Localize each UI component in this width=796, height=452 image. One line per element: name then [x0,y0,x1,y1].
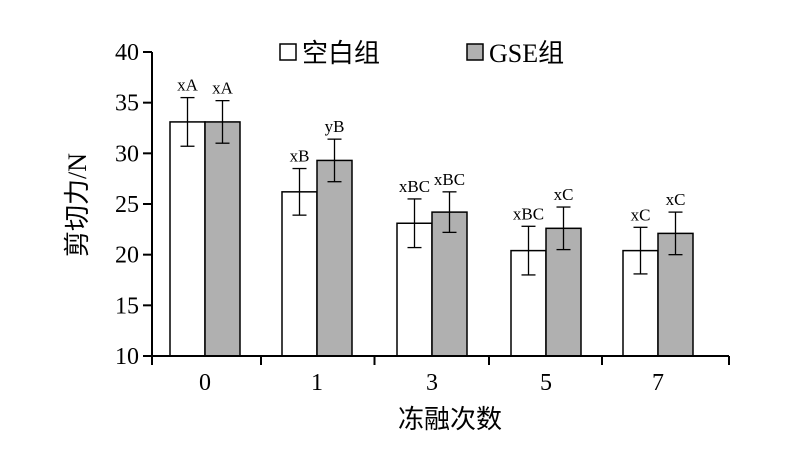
data-label: xB [290,147,310,166]
legend: 空白组 GSE组 [279,39,564,68]
bar-gse [545,227,582,357]
data-label: xC [554,185,574,204]
x-tick-label: 7 [652,370,664,396]
y-axis-title: 剪切力/N [63,153,92,257]
legend-label: 空白组 [302,39,380,68]
x-axis-title: 冻融次数 [398,405,502,434]
error-bars-layer [180,96,683,276]
y-tick-label: 35 [115,91,139,117]
bar-blank [281,191,318,357]
x-tick-label: 5 [540,370,552,396]
bars-layer [169,121,694,357]
bar-gse [431,211,468,357]
y-tick-label: 10 [115,344,139,370]
data-label: xA [177,76,199,95]
legend-label: GSE组 [489,39,564,68]
bar-gse [316,159,353,357]
x-tick-label: 3 [426,370,438,396]
bar-gse [204,121,241,357]
y-tick-label: 20 [115,243,139,269]
data-label: xBC [399,177,430,196]
x-tick-label: 0 [199,370,211,396]
legend-swatch [466,43,484,61]
data-label: xC [631,205,651,224]
data-label: yB [325,117,345,136]
y-tick-label: 40 [115,40,139,66]
data-label: xC [666,190,686,209]
y-tick-label: 15 [115,293,139,319]
data-label: xBC [513,204,544,223]
y-tick-label: 30 [115,141,139,167]
data-label: xBC [434,170,465,189]
data-label: xA [212,79,234,98]
x-tick-label: 1 [311,370,323,396]
y-tick-label: 25 [115,192,139,218]
bar-blank [169,121,206,357]
legend-swatch [279,43,297,61]
